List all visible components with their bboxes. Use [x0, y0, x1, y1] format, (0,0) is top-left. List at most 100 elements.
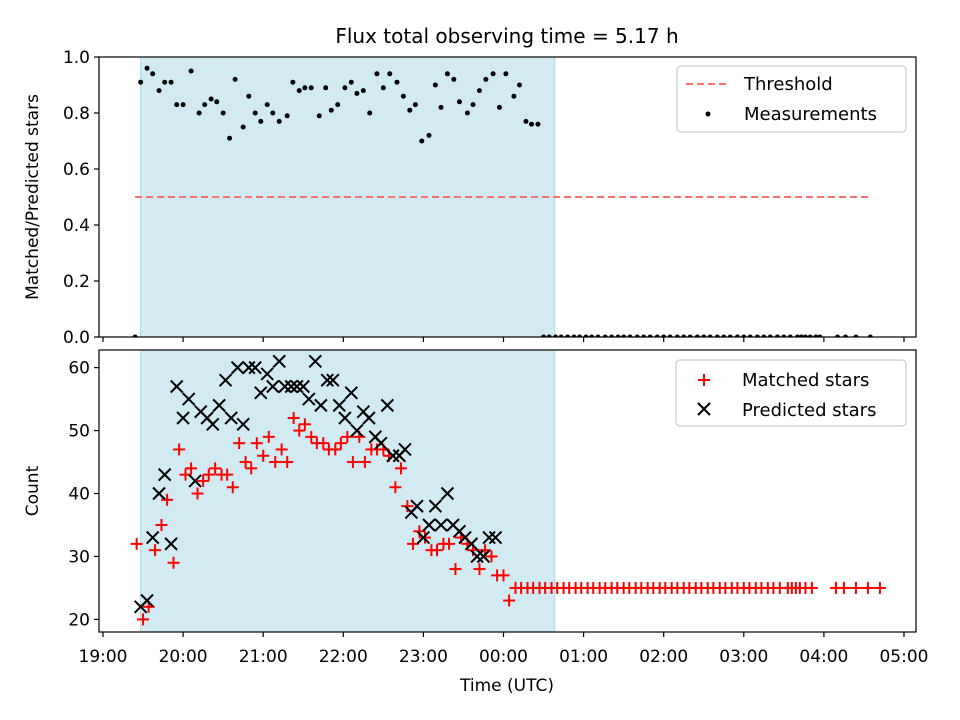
measurement-point: [419, 138, 425, 144]
measurement-point: [496, 104, 502, 110]
measurement-point: [754, 334, 760, 337]
measurement-point: [144, 65, 150, 71]
predicted-star-point: [440, 486, 455, 501]
measurement-point: [835, 334, 841, 337]
matched-star-point: [293, 424, 306, 437]
matched-star-point: [281, 456, 294, 469]
matched-star-point: [257, 449, 270, 462]
measurement-point: [802, 334, 808, 337]
legend-predicted-swatch: [697, 402, 711, 416]
measurement-point: [328, 107, 334, 113]
matched-star-point: [239, 456, 252, 469]
measurement-point: [634, 334, 640, 337]
matched-star-point: [317, 437, 330, 450]
legend-top: Threshold Measurements: [676, 65, 907, 133]
predicted-star-point: [362, 411, 376, 425]
legend-predicted-label: Predicted stars: [742, 400, 876, 421]
measurement-point: [464, 110, 470, 116]
measurement-point: [220, 110, 226, 116]
predicted-star-point: [464, 537, 479, 551]
measurement-point: [734, 334, 740, 337]
chart-title: Flux total observing time = 5.17 h: [335, 24, 678, 48]
matched-star-point: [358, 456, 371, 469]
legend-measurements-swatch: [705, 111, 711, 117]
measurement-point: [426, 132, 432, 138]
measurement-point: [412, 102, 418, 108]
y-tick-label: 0.2: [63, 272, 90, 292]
measurement-point: [252, 110, 258, 116]
predicted-star-point: [476, 549, 491, 564]
observing-window-shading: [140, 349, 556, 633]
matched-star-point: [401, 500, 414, 513]
measurement-point: [438, 104, 444, 110]
y-tick-label: 50: [68, 422, 90, 442]
measurement-point: [323, 85, 329, 91]
measurement-point: [577, 334, 583, 337]
x-tick-label: 01:00: [559, 647, 608, 667]
y-tick-label: 40: [68, 485, 90, 505]
x-tick-label: 19:00: [79, 647, 128, 667]
measurement-point: [553, 334, 559, 337]
predicted-star-point: [434, 518, 448, 532]
predicted-star-point: [470, 549, 484, 564]
measurement-point: [615, 334, 621, 337]
matched-star-point: [173, 443, 186, 456]
predicted-star-point: [338, 411, 352, 425]
measurement-point: [284, 113, 290, 119]
predicted-star-point: [482, 530, 496, 545]
y-tick-label: 20: [68, 610, 90, 630]
matched-star-point: [334, 437, 347, 450]
x-tick-label: 00:00: [479, 647, 528, 667]
measurement-point: [503, 71, 509, 77]
matched-star-point: [197, 474, 210, 487]
measurement-point: [476, 88, 482, 94]
measurement-point: [132, 334, 138, 337]
predicted-star-point: [212, 398, 226, 413]
measurement-point: [589, 334, 595, 337]
measurement-point: [681, 334, 687, 337]
predicted-star-point: [410, 499, 424, 513]
matched-star-point: [305, 430, 318, 443]
measurement-point: [674, 334, 680, 337]
x-tick-label: 05:00: [879, 647, 928, 667]
measurement-point: [721, 334, 727, 337]
predicted-star-point: [488, 530, 503, 545]
measurement-point: [807, 334, 813, 337]
x-tick-label: 21:00: [239, 647, 288, 667]
predicted-star-point: [326, 373, 340, 387]
measurement-point: [813, 334, 819, 337]
measurement-point: [308, 85, 314, 91]
predicted-star-point: [152, 486, 166, 501]
predicted-star-point: [260, 367, 274, 381]
legend-matched-swatch: [698, 374, 710, 386]
predicted-star-point: [145, 530, 160, 545]
measurement-point: [138, 79, 144, 85]
measurement-point: [400, 93, 406, 99]
matched-star-point: [298, 418, 311, 431]
axes-frame: [98, 56, 917, 338]
predicted-star-point: [332, 398, 347, 413]
predicted-star-point: [157, 467, 172, 482]
measurement-point: [156, 88, 162, 94]
predicted-star-point: [230, 360, 245, 375]
measurement-point: [180, 102, 186, 108]
measurement-point: [787, 334, 793, 337]
measurement-point: [747, 334, 753, 337]
measurement-point: [296, 88, 302, 94]
measurement-point: [188, 68, 194, 74]
measurement-point: [817, 334, 823, 337]
measurement-point: [451, 76, 457, 82]
measurement-point: [687, 334, 693, 337]
data-points: [130, 354, 886, 626]
predicted-star-point: [218, 373, 233, 387]
measurement-point: [202, 102, 208, 108]
axes-frame: [98, 349, 917, 633]
measurement-point: [741, 334, 747, 337]
measurement-point: [647, 334, 653, 337]
measurement-point: [621, 334, 627, 337]
measurement-point: [348, 79, 354, 85]
predicted-star-point: [272, 354, 286, 369]
measurement-point: [316, 113, 322, 119]
predicted-star-point: [398, 442, 412, 457]
